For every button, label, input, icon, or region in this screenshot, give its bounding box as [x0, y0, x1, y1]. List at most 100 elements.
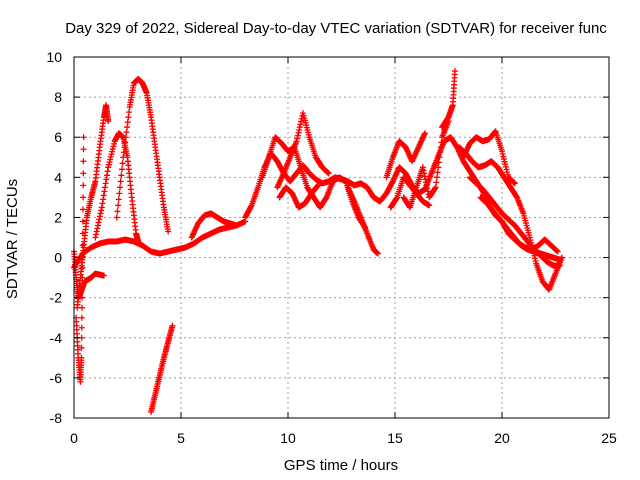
series-mid-16: [400, 118, 452, 211]
data-point: [79, 218, 86, 225]
y-axis-ticks: -8 -6 -4 -2 0 2 4 6 8 10: [46, 49, 609, 426]
y-tick-label: 2: [54, 209, 62, 225]
data-point: [435, 164, 442, 171]
data-point: [426, 202, 433, 209]
data-point: [80, 134, 87, 141]
data-point: [116, 190, 123, 197]
data-point: [79, 264, 86, 271]
x-tick-label: 25: [601, 430, 617, 446]
x-tick-label: 0: [70, 430, 78, 446]
chart-title: Day 329 of 2022, Sidereal Day-to-day VTE…: [65, 20, 607, 37]
data-point: [80, 158, 87, 165]
series-late-c: [466, 174, 563, 269]
series-late-d: [477, 194, 561, 255]
y-tick-label: 0: [54, 250, 62, 266]
data-point: [117, 178, 124, 185]
series-late-peak: [439, 68, 458, 131]
series-early-spike-c: [71, 248, 107, 301]
y-tick-label: 8: [54, 89, 62, 105]
data-point: [437, 144, 444, 151]
series-day-lo: [276, 182, 321, 211]
data-point: [437, 149, 444, 156]
data-point: [434, 169, 441, 176]
data-point: [421, 130, 428, 137]
x-axis-ticks: 0 5 10 15 20 25: [70, 57, 617, 446]
data-point: [78, 324, 85, 331]
data-point: [79, 206, 86, 213]
data-point: [79, 304, 86, 311]
data-point: [120, 154, 127, 161]
series-day-hi-b: [274, 110, 332, 191]
data-point: [118, 172, 125, 179]
data-point: [120, 149, 127, 156]
data-point: [80, 194, 87, 201]
series-peak-6: [92, 130, 142, 245]
data-point: [117, 184, 124, 191]
data-point: [433, 179, 440, 186]
x-axis-label: GPS time / hours: [284, 457, 398, 474]
data-point: [80, 170, 87, 177]
data-point: [433, 174, 440, 181]
data-point: [78, 354, 85, 361]
data-point: [169, 322, 176, 329]
series-early-spike-a: [74, 102, 112, 311]
y-tick-label: -4: [50, 330, 63, 346]
y-tick-label: 4: [54, 169, 62, 185]
data-point: [556, 262, 563, 269]
y-tick-label: 6: [54, 129, 62, 145]
data-point: [80, 146, 87, 153]
data-point: [124, 119, 131, 126]
y-tick-label: -6: [50, 370, 63, 386]
data-point: [78, 344, 85, 351]
data-point: [374, 250, 381, 257]
data-point: [436, 154, 443, 161]
data-point: [113, 214, 120, 221]
series-bump-6h: [188, 210, 240, 241]
data-point: [122, 139, 129, 146]
series-peak-9: [113, 76, 172, 235]
y-axis-label: SDTVAR / TECUs: [4, 179, 21, 299]
x-tick-label: 5: [177, 430, 185, 446]
data-point: [80, 182, 87, 189]
data-point: [438, 139, 445, 146]
x-tick-label: 15: [387, 430, 403, 446]
data-point: [118, 166, 125, 173]
data-point: [125, 114, 132, 121]
data-point: [115, 196, 122, 203]
data-point: [119, 160, 126, 167]
data-point: [451, 68, 458, 75]
data-point: [325, 170, 332, 177]
y-tick-label: -2: [50, 290, 63, 306]
data-point: [115, 202, 122, 209]
data-point: [121, 144, 128, 151]
data-point: [105, 118, 112, 125]
data-points: [71, 68, 565, 415]
y-tick-label: -8: [50, 410, 63, 426]
data-point: [79, 242, 86, 249]
grid: [74, 57, 609, 418]
data-point: [79, 230, 86, 237]
data-point: [135, 238, 142, 245]
data-point: [432, 184, 439, 191]
data-point: [314, 182, 321, 189]
data-point: [79, 274, 86, 281]
y-tick-label: 10: [46, 49, 62, 65]
series-negative-streak: [148, 322, 176, 415]
data-point: [558, 254, 565, 261]
data-point: [122, 134, 129, 141]
data-point: [435, 159, 442, 166]
data-point: [124, 124, 131, 131]
data-point: [79, 254, 86, 261]
data-point: [165, 228, 172, 235]
data-point: [114, 208, 121, 215]
data-point: [125, 109, 132, 116]
data-point: [233, 222, 240, 229]
data-point: [100, 272, 107, 279]
data-point: [123, 129, 130, 136]
data-point: [511, 180, 518, 187]
x-tick-label: 20: [494, 430, 510, 446]
data-point: [554, 248, 561, 255]
series-late-b: [460, 128, 518, 187]
data-point: [78, 314, 85, 321]
